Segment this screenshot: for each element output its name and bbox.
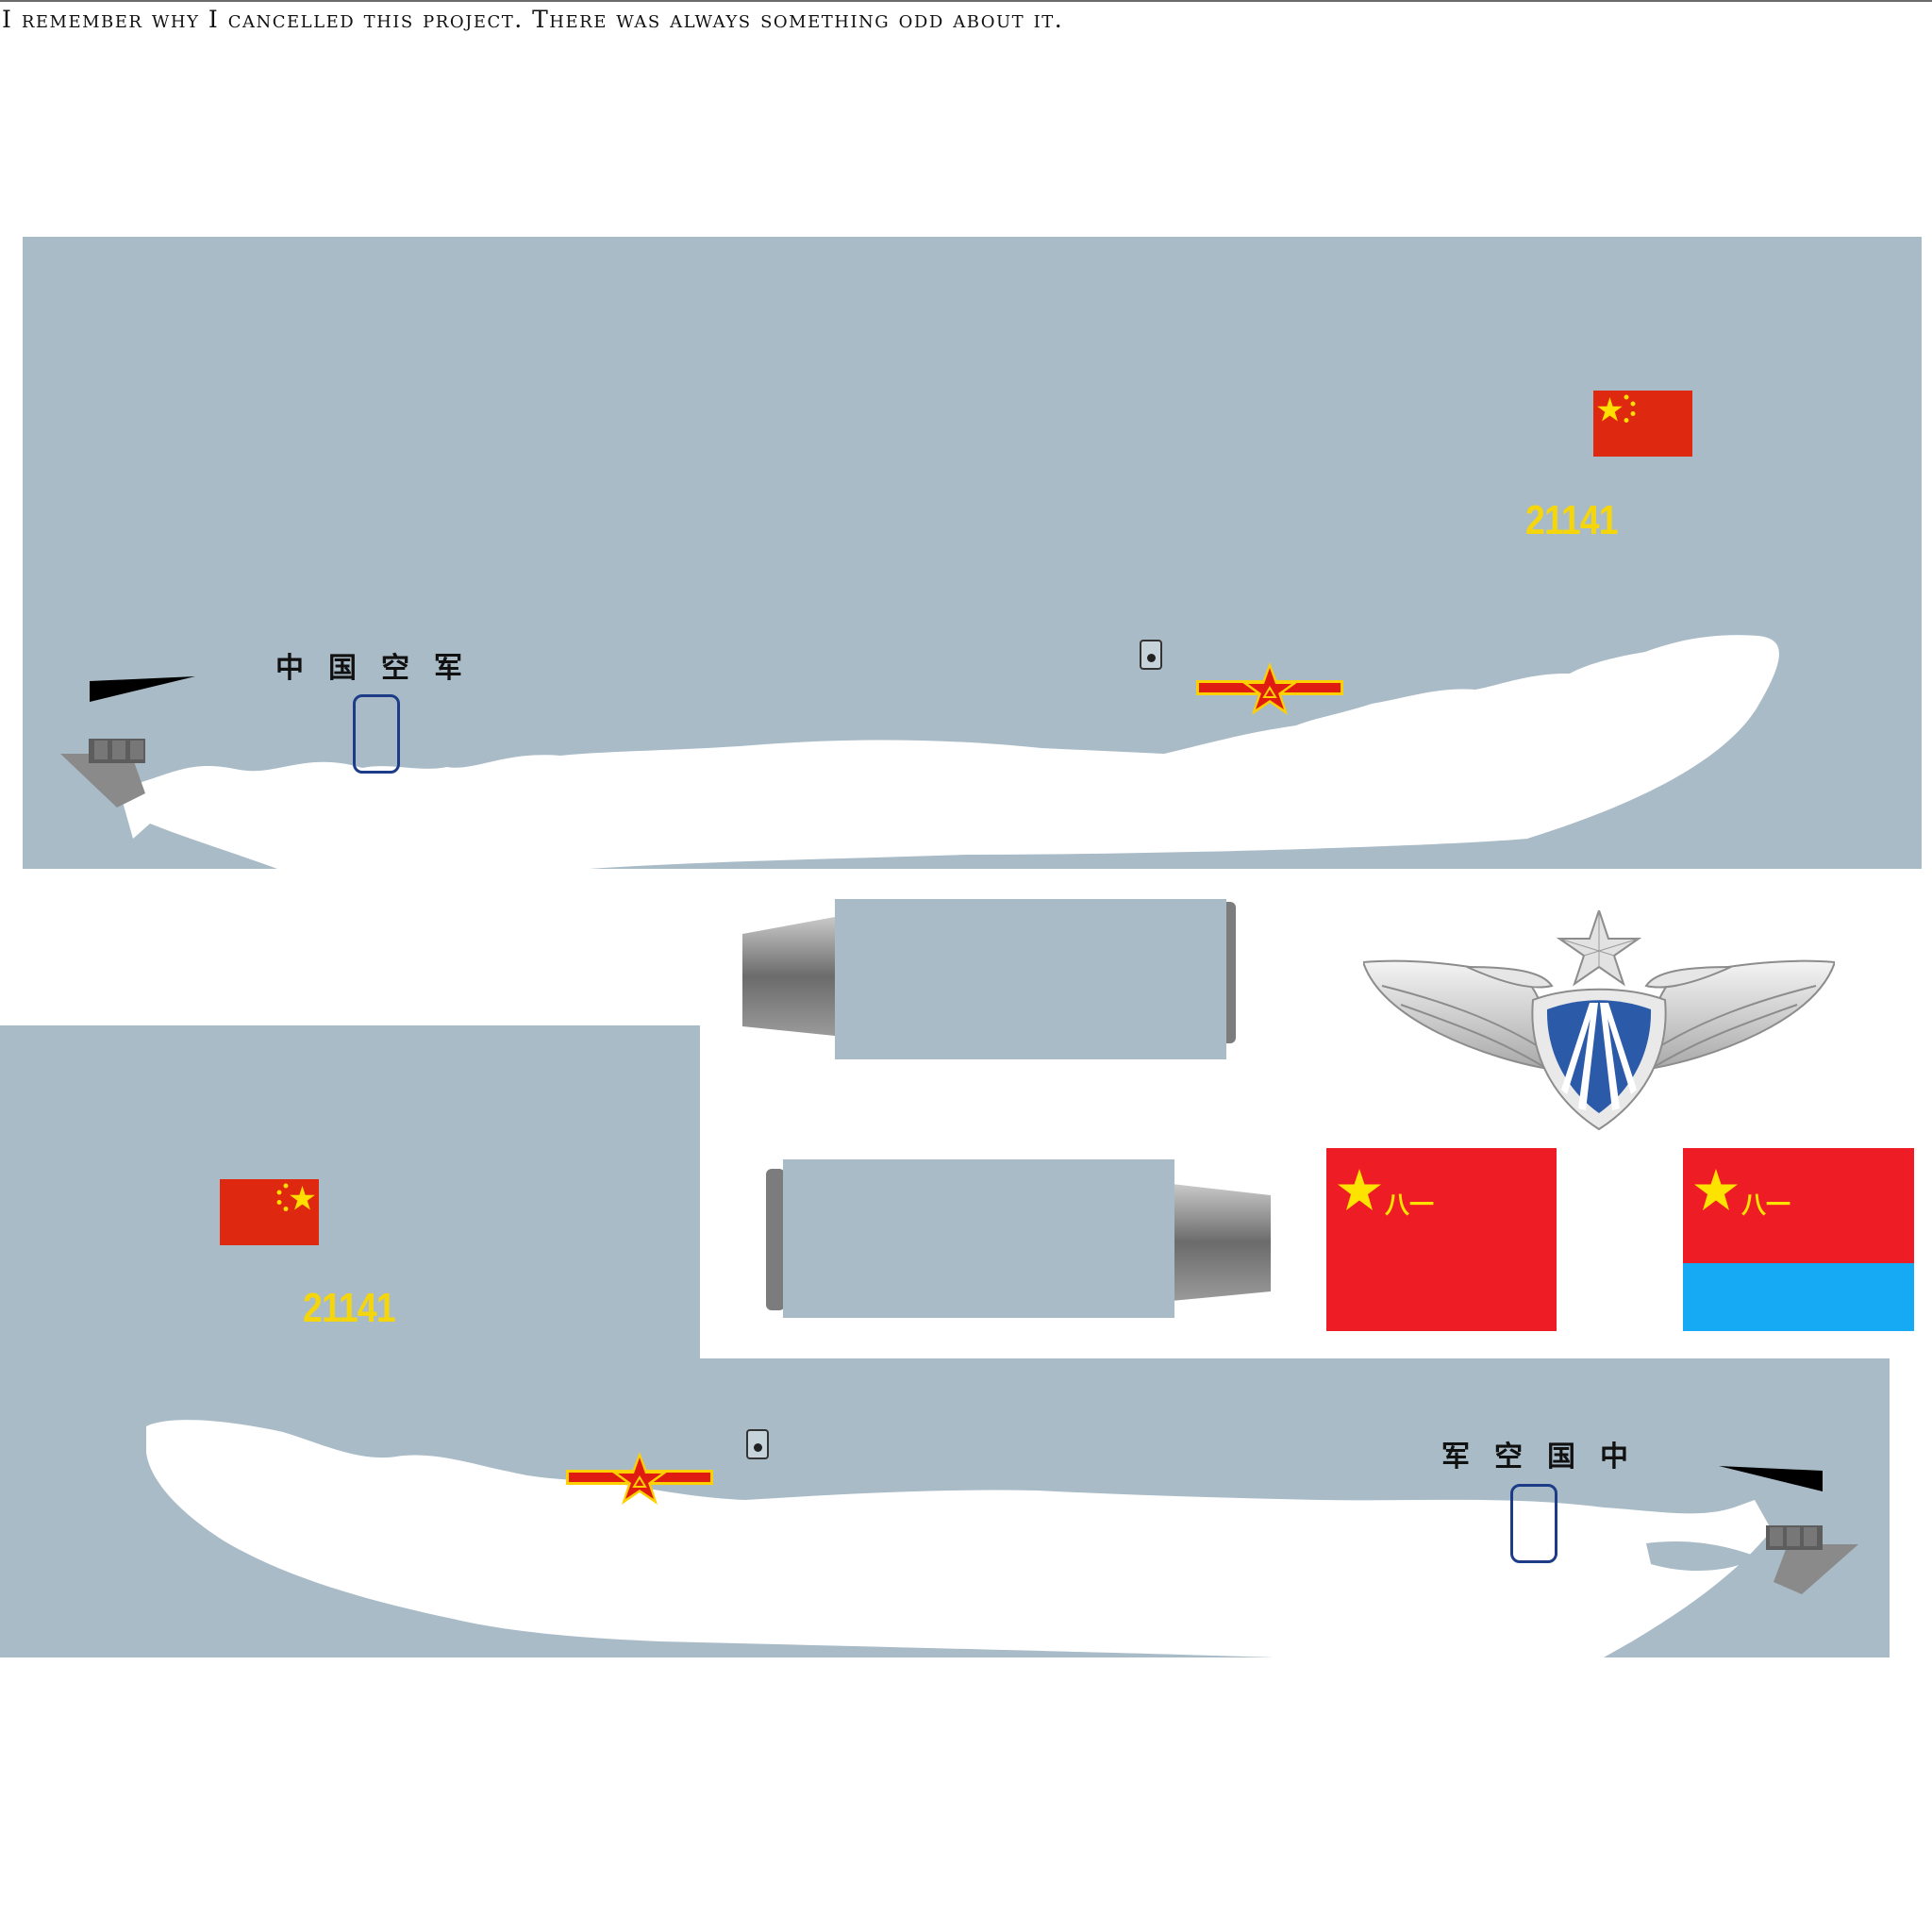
small-window-icon-right	[746, 1429, 769, 1459]
fuselage-name-text-right: 军空国中	[1441, 1441, 1653, 1474]
fuselage-panel-right-side: 军空国中	[0, 1358, 1890, 1657]
fuselage-white-shape-right	[146, 1420, 1772, 1657]
roundel-icon	[1196, 662, 1343, 715]
air-force-wings-emblem-icon	[1363, 910, 1835, 1131]
exhaust-nozzle-right	[1766, 1525, 1858, 1594]
fuselage-panel-left-side: 中国空军 21141	[23, 237, 1922, 869]
fuselage-white-shape	[119, 635, 1779, 869]
army-flag-text: 八一	[1385, 1191, 1435, 1220]
prc-flag-icon-mirrored	[220, 1179, 319, 1245]
air-force-flag-icon: 八一	[1683, 1148, 1914, 1331]
small-window-icon	[1140, 640, 1162, 670]
engine-nacelle-icon-lower	[766, 1158, 1275, 1320]
serial-number-right: 21141	[303, 1285, 396, 1331]
engine-nacelle-icon	[741, 894, 1241, 1059]
fuselage-name-text: 中国空军	[275, 652, 487, 685]
exhaust-nozzle	[60, 739, 145, 808]
serial-number: 21141	[1525, 497, 1619, 543]
cabin-door	[353, 694, 400, 774]
cabin-door-right	[1510, 1484, 1557, 1563]
army-flag-icon: 八一	[1326, 1148, 1557, 1331]
caption-text: I remember why I cancelled this project.…	[0, 0, 1932, 33]
fin-panel: 21141	[0, 1025, 700, 1365]
tail-fin-black	[90, 676, 195, 702]
roundel-icon-right	[566, 1452, 713, 1505]
prc-flag-icon	[1593, 391, 1692, 457]
air-force-flag-text: 八一	[1741, 1191, 1791, 1220]
tail-fin-black-right	[1719, 1466, 1823, 1491]
